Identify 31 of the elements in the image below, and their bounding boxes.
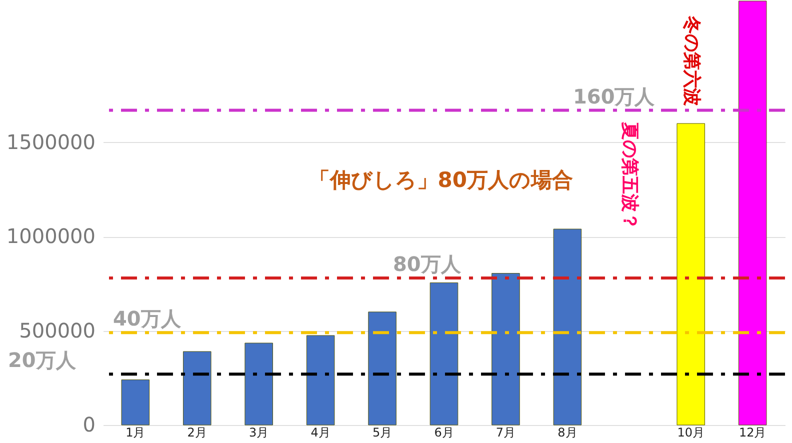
bar [244,342,273,426]
x-tick-label: 1月 [126,426,146,440]
x-tick-label: 10月 [677,426,705,440]
bar [676,123,706,426]
bar [553,228,582,426]
bar [306,335,335,426]
y-tick-label: 500000 [19,318,96,342]
annotation: 夏の第五波？ [619,121,640,230]
y-tick-label: 0 [82,412,96,436]
x-tick-label: 2月 [187,426,207,440]
y-tick-label: 1000000 [6,224,96,248]
x-tick-label: 5月 [372,426,392,440]
ref-line-label: 160万人 [573,84,656,108]
bar [492,273,520,426]
bar [430,282,458,426]
bar [738,0,767,426]
x-tick-label: 3月 [249,426,269,440]
ref-line-label: 40万人 [113,306,182,331]
annotation: 「伸びしろ」80万人の場合 [308,168,573,192]
ref-line-label: 80万人 [393,252,462,276]
bar [121,380,150,426]
y-tick-label: 1500000 [6,130,96,154]
ref-line-label: 20万人 [8,348,77,372]
bar [368,312,396,426]
x-tick-label: 4月 [310,426,330,440]
annotation: 冬の第六波 [680,15,702,106]
x-tick-label: 7月 [496,426,516,440]
x-tick-label: 6月 [434,426,454,440]
x-tick-label: 12月 [738,426,766,440]
bar [182,351,212,426]
x-tick-label: 8月 [558,426,578,440]
